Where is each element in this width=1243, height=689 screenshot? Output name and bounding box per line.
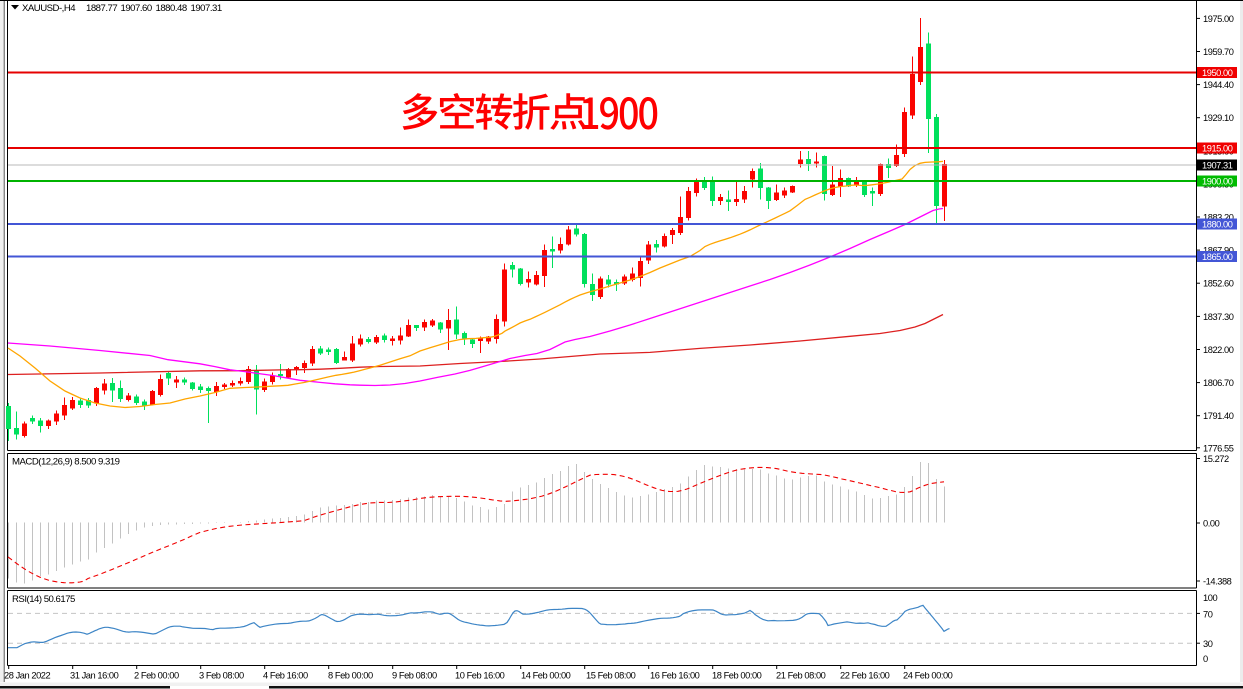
svg-text:XAUUSD-,H4: XAUUSD-,H4 — [22, 3, 76, 14]
svg-text:15 Feb 08:00: 15 Feb 08:00 — [586, 671, 636, 681]
svg-text:16 Feb 16:00: 16 Feb 16:00 — [650, 671, 700, 681]
svg-text:100: 100 — [1203, 593, 1217, 603]
svg-text:4 Feb 16:00: 4 Feb 16:00 — [263, 671, 308, 681]
svg-text:MACD(12,26,9) 8.500 9.319: MACD(12,26,9) 8.500 9.319 — [12, 457, 120, 468]
svg-text:24 Feb 00:00: 24 Feb 00:00 — [903, 671, 953, 681]
svg-text:8 Feb 00:00: 8 Feb 00:00 — [328, 671, 373, 681]
svg-text:2 Feb 00:00: 2 Feb 00:00 — [134, 671, 179, 681]
svg-text:9 Feb 08:00: 9 Feb 08:00 — [392, 671, 437, 681]
svg-text:18 Feb 00:00: 18 Feb 00:00 — [712, 671, 762, 681]
svg-text:1791.40: 1791.40 — [1203, 411, 1234, 421]
svg-text:14 Feb 00:00: 14 Feb 00:00 — [521, 671, 571, 681]
svg-text:1975.00: 1975.00 — [1203, 14, 1234, 24]
svg-text:1865.00: 1865.00 — [1202, 252, 1233, 262]
svg-text:1852.60: 1852.60 — [1203, 279, 1234, 289]
svg-text:3 Feb 08:00: 3 Feb 08:00 — [199, 671, 244, 681]
svg-text:1950.00: 1950.00 — [1202, 68, 1233, 78]
svg-text:1880.00: 1880.00 — [1202, 220, 1233, 230]
svg-text:RSI(14) 50.6175: RSI(14) 50.6175 — [12, 594, 75, 605]
svg-text:21 Feb 08:00: 21 Feb 08:00 — [776, 671, 826, 681]
svg-text:1900.00: 1900.00 — [1202, 177, 1233, 187]
svg-text:-14.388: -14.388 — [1203, 577, 1232, 587]
svg-text:22 Feb 16:00: 22 Feb 16:00 — [840, 671, 890, 681]
svg-text:1822.00: 1822.00 — [1203, 345, 1234, 355]
svg-text:30: 30 — [1203, 639, 1213, 649]
svg-text:1867.90: 1867.90 — [1203, 246, 1234, 256]
svg-text:1806.70: 1806.70 — [1203, 378, 1234, 388]
svg-text:1907.60: 1907.60 — [121, 3, 152, 14]
svg-text:1887.77: 1887.77 — [86, 3, 117, 14]
svg-text:1915.00: 1915.00 — [1202, 144, 1233, 154]
svg-text:0: 0 — [1203, 654, 1208, 664]
svg-text:15.272: 15.272 — [1203, 454, 1229, 464]
svg-text:28 Jan 2022: 28 Jan 2022 — [4, 671, 51, 681]
svg-text:1907.31: 1907.31 — [191, 3, 222, 14]
svg-text:1929.10: 1929.10 — [1203, 113, 1234, 123]
svg-text:31 Jan 16:00: 31 Jan 16:00 — [70, 671, 119, 681]
svg-text:1883.20: 1883.20 — [1203, 213, 1234, 223]
svg-text:1907.31: 1907.31 — [1202, 161, 1233, 171]
svg-text:1944.40: 1944.40 — [1203, 80, 1234, 90]
svg-text:1776.55: 1776.55 — [1203, 443, 1234, 453]
svg-text:1959.70: 1959.70 — [1203, 47, 1234, 57]
svg-text:0.00: 0.00 — [1203, 519, 1220, 529]
svg-text:1880.48: 1880.48 — [156, 3, 187, 14]
svg-text:70: 70 — [1203, 609, 1213, 619]
svg-text:10 Feb 16:00: 10 Feb 16:00 — [455, 671, 505, 681]
svg-text:1837.30: 1837.30 — [1203, 312, 1234, 322]
